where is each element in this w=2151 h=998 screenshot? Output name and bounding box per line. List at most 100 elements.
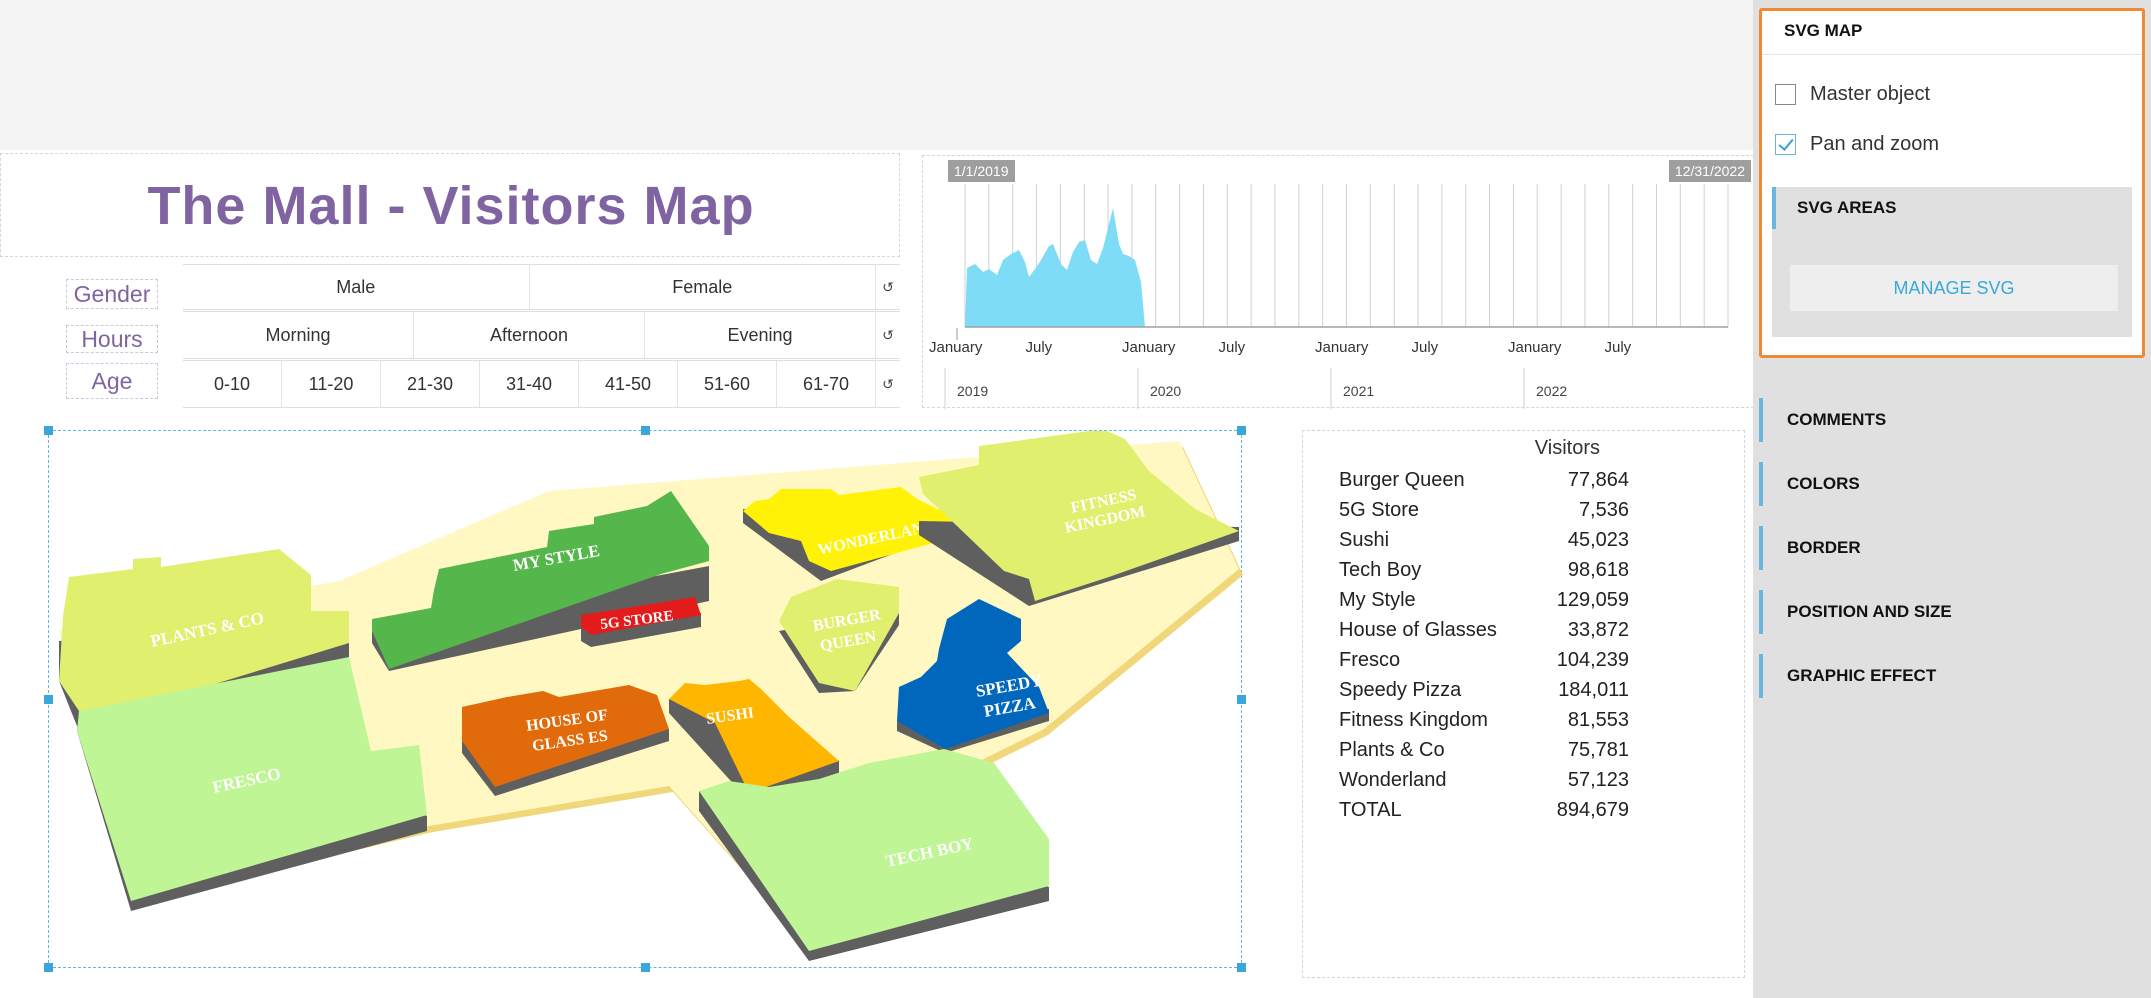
section-position-and-size[interactable]: POSITION AND SIZE [1759,590,2145,634]
gender-filter: Male Female ↺ [183,264,900,310]
age-option-41-50[interactable]: 41-50 [579,361,678,407]
visitors-store-name: Wonderland [1339,769,1447,791]
visitors-count: 77,864 [1567,469,1629,491]
store-speedy-pizza[interactable]: SPEEDY PIZZA [897,599,1049,753]
resize-handle-top[interactable] [641,426,650,435]
store-fitness-kingdom[interactable]: FITNESS KINGDOM [919,431,1239,606]
age-option-11-20[interactable]: 11-20 [282,361,381,407]
visitors-count: 104,239 [1556,649,1629,671]
pan-zoom-option[interactable]: Pan and zoom [1775,129,1939,159]
store-burger-queen[interactable]: BURGER QUEEN [779,579,899,693]
gender-reset-icon[interactable]: ↺ [882,279,894,295]
resize-handle-left[interactable] [44,695,53,704]
section-graphic-effect[interactable]: GRAPHIC EFFECT [1759,654,2145,698]
visitors-row: Fitness Kingdom 81,553 [1339,705,1629,735]
svg-map-settings: SVG MAP Master object Pan and zoom SVG A… [1759,8,2145,358]
resize-handle-bottom[interactable] [641,963,650,972]
visitors-row: House of Glasses 33,872 [1339,615,1629,645]
age-reset-icon[interactable]: ↺ [882,376,894,392]
timeline-visitors-area [965,208,1145,327]
store-tech-boy[interactable]: TECH BOY [699,749,1049,961]
visitors-store-name: Plants & Co [1339,739,1445,761]
gender-option-male[interactable]: Male [183,265,530,309]
visitors-store-name: 5G Store [1339,499,1420,521]
pan-zoom-checkbox[interactable] [1775,133,1796,155]
page-title: The Mall - Visitors Map [147,176,755,236]
master-object-option[interactable]: Master object [1775,79,1930,109]
section-border[interactable]: BORDER [1759,526,2145,570]
timeline-month-label: January [1315,339,1369,356]
master-object-checkbox[interactable] [1775,83,1796,105]
visitors-row: Sushi 45,023 [1339,525,1629,555]
hours-reset-icon[interactable]: ↺ [882,327,894,343]
timeline-start-date[interactable]: 1/1/2019 [948,160,1015,182]
timeline-gridlines [964,184,1729,327]
timeline-month-label: July [1412,339,1439,356]
svg-map-object[interactable]: PLANTS & CO MY STYLE 5G STORE WONDERLAND [44,426,1246,972]
svg-areas-section: SVG AREAS MANAGE SVG [1772,187,2132,337]
resize-handle-bottom-right[interactable] [1237,963,1246,972]
store-sushi[interactable]: SUSHI [669,679,839,801]
visitors-rows: Burger Queen 77,864 5G Store 7,536 Sushi 45,0… [1339,465,1629,825]
store-fresco[interactable]: FRESCO [77,657,427,911]
title-box: The Mall - Visitors Map [0,153,900,257]
visitors-count: 81,553 [1567,709,1629,731]
timeline-month-labels: January July January July January July January… [929,339,1632,356]
timeline-year-label: 2022 [1536,383,1567,399]
visitors-row: 5G Store 7,536 [1339,495,1629,525]
section-comments[interactable]: COMMENTS [1759,398,2145,442]
visitors-count: 33,872 [1567,619,1629,641]
age-filter: 0-10 11-20 21-30 31-40 41-50 51-60 61-70… [183,360,900,408]
hours-option-morning[interactable]: Morning [183,312,414,358]
timeline-slider[interactable]: January July January July January July January… [922,155,1755,409]
store-my-style[interactable]: MY STYLE [372,491,709,671]
visitors-count: 45,023 [1567,529,1629,551]
mall-floor-map[interactable]: PLANTS & CO MY STYLE 5G STORE WONDERLAND [49,431,1243,969]
timeline-month-label: January [1508,339,1562,356]
resize-handle-bottom-left[interactable] [44,963,53,972]
timeline-end-date[interactable]: 12/31/2022 [1668,160,1751,182]
resize-handle-right[interactable] [1237,695,1246,704]
age-option-21-30[interactable]: 21-30 [381,361,480,407]
timeline-month-label: July [1219,339,1246,356]
visitors-row: Wonderland 57,123 [1339,765,1629,795]
visitors-count: 894,679 [1556,799,1629,821]
age-option-0-10[interactable]: 0-10 [183,361,282,407]
gender-filter-label: Gender [66,279,158,309]
visitors-count: 7,536 [1578,499,1629,521]
visitors-count: 57,123 [1567,769,1629,791]
section-colors[interactable]: COLORS [1759,462,2145,506]
visitors-row: TOTAL 894,679 [1339,795,1629,825]
store-sushi-label: SUSHI [705,704,755,728]
visitors-count: 98,618 [1567,559,1629,581]
age-option-51-60[interactable]: 51-60 [678,361,777,407]
canvas-top-band [0,0,1753,150]
visitors-row: My Style 129,059 [1339,585,1629,615]
svg-areas-header[interactable]: SVG AREAS [1772,187,2132,229]
gender-option-female[interactable]: Female [530,265,876,309]
timeline-chart[interactable]: January July January July January July January… [923,156,1755,409]
timeline-month-label: July [1605,339,1632,356]
visitors-row: Tech Boy 98,618 [1339,555,1629,585]
visitors-store-name: Sushi [1339,529,1390,551]
resize-handle-top-left[interactable] [44,426,53,435]
store-5g-store[interactable]: 5G STORE [581,597,701,647]
visitors-column-header: Visitors [1534,437,1600,459]
hours-option-evening[interactable]: Evening [645,312,876,358]
age-filter-label: Age [66,363,158,399]
visitors-table: Visitors Burger Queen 77,864 5G Store 7,536… [1302,430,1745,978]
store-wonderland[interactable]: WONDERLAND [743,487,955,581]
age-option-31-40[interactable]: 31-40 [480,361,579,407]
pan-zoom-label: Pan and zoom [1810,132,1939,155]
visitors-store-name: My Style [1339,589,1416,611]
hours-option-afternoon[interactable]: Afternoon [414,312,645,358]
manage-svg-button[interactable]: MANAGE SVG [1790,265,2118,311]
svg-map-header[interactable]: SVG MAP [1762,11,2142,55]
visitors-row: Speedy Pizza 184,011 [1339,675,1629,705]
age-option-61-70[interactable]: 61-70 [777,361,876,407]
visitors-store-name: TOTAL [1339,799,1402,821]
resize-handle-top-right[interactable] [1237,426,1246,435]
visitors-row: Plants & Co 75,781 [1339,735,1629,765]
store-house-of-glasses[interactable]: HOUSE OF GLASS ES [462,685,669,796]
timeline-year-label: 2019 [957,383,988,399]
